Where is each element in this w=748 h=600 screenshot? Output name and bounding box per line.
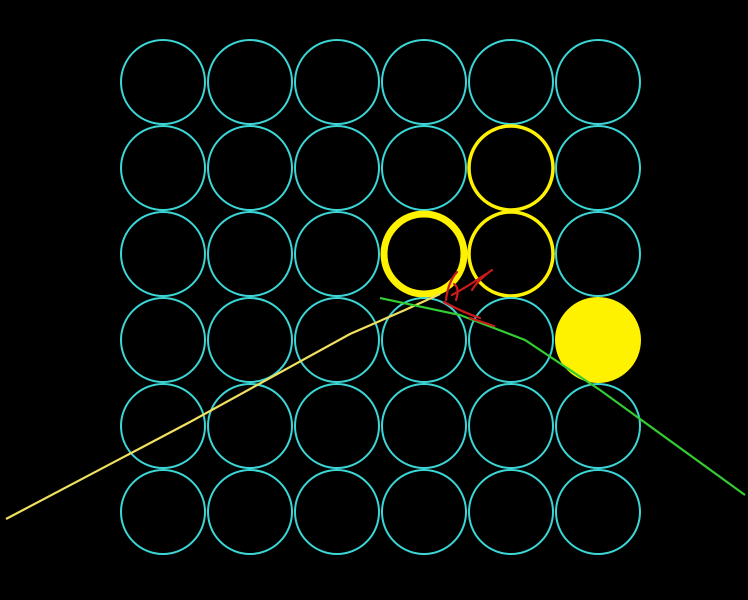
- detector-cell: [468, 469, 554, 555]
- detector-cell: [468, 383, 554, 469]
- detector-cell: [120, 39, 206, 125]
- detector-cell: [294, 39, 380, 125]
- detector-cell: [555, 383, 641, 469]
- detector-cell: [381, 383, 467, 469]
- detector-cell: [207, 297, 293, 383]
- detector-cell: [294, 383, 380, 469]
- detector-cell: [381, 125, 467, 211]
- detector-cell: [207, 383, 293, 469]
- detector-cell: [207, 39, 293, 125]
- detector-cell: [120, 469, 206, 555]
- detector-cell: [294, 211, 380, 297]
- green-track-line: [379, 296, 746, 496]
- detector-cell: [120, 211, 206, 297]
- particle-tracks: [5, 268, 746, 520]
- detector-cell: [207, 125, 293, 211]
- detector-cell: [207, 211, 293, 297]
- detector-cell-hit-filled: [555, 297, 641, 383]
- detector-cell: [120, 297, 206, 383]
- detector-cell-grid: [120, 39, 641, 555]
- detector-cell-hit-thick-ring: [380, 210, 468, 298]
- detector-cell: [555, 39, 641, 125]
- red-track-cluster: [442, 268, 496, 328]
- detector-cell: [555, 125, 641, 211]
- detector-cell: [468, 39, 554, 125]
- detector-cell: [555, 469, 641, 555]
- detector-cell: [294, 125, 380, 211]
- detector-cell: [555, 211, 641, 297]
- detector-cell: [381, 297, 467, 383]
- detector-cell: [120, 125, 206, 211]
- detector-cell: [294, 469, 380, 555]
- detector-cell: [207, 469, 293, 555]
- detector-cell: [381, 39, 467, 125]
- detector-cell-hit-ring: [467, 124, 555, 212]
- detector-cell: [294, 297, 380, 383]
- yellow-track-line: [5, 292, 441, 520]
- detector-cell: [468, 297, 554, 383]
- detector-cell: [381, 469, 467, 555]
- detector-cell: [120, 383, 206, 469]
- detector-cell-hit-ring: [467, 210, 555, 298]
